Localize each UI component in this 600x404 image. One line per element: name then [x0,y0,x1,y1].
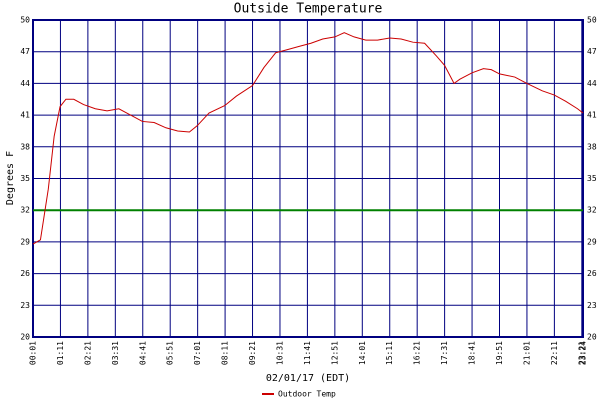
x-tick-label: 05:51 [166,341,175,365]
y2-tick-label: 38 [587,142,597,151]
x-tick-label: 18:41 [468,341,477,365]
x-tick-label: 23:24 [579,341,588,365]
x-tick-label: 11:41 [303,341,312,365]
x-tick-label: 12:51 [330,341,339,365]
x-tick-label: 23:21 [577,341,586,365]
y-tick-label: 20 [20,333,30,342]
y-tick-label: 32 [20,206,30,215]
x-tick-label: 07:01 [193,341,202,365]
x-tick-label: 04:41 [138,341,147,365]
y-axis-label: Degrees F [5,151,16,205]
x-tick-label: 03:31 [111,341,120,365]
y2-tick-label: 29 [587,237,597,246]
x-tick-label: 21:01 [522,341,531,365]
y2-tick-label: 23 [587,301,597,310]
legend-label: Outdoor Temp [278,390,336,399]
plot-border [32,19,584,338]
y-tick-label: 44 [20,79,30,88]
y2-tick-label: 32 [587,206,597,215]
y2-tick-label: 26 [587,269,597,278]
data-line [32,32,584,245]
y2-tick-label: 44 [587,79,597,88]
y-tick-label: 47 [20,47,30,56]
x-tick-label: 00:01 [29,341,38,365]
y2-tick-label: 20 [587,333,597,342]
y-tick-label: 35 [20,174,30,183]
x-tick-label: 16:21 [413,341,422,365]
y2-tick-label: 50 [587,16,597,25]
y-tick-label: 41 [20,111,30,120]
x-tick-label: 15:11 [385,341,394,365]
x-axis-label: 02/01/17 (EDT) [266,373,350,384]
x-tick-label: 09:21 [248,341,257,365]
x-tick-label: 14:01 [358,341,367,365]
y-tick-label: 29 [20,237,30,246]
x-tick-label: 19:51 [495,341,504,365]
chart-title: Outside Temperature [234,2,383,17]
y-tick-label: 26 [20,269,30,278]
x-tick-label: 08:11 [221,341,230,365]
y-tick-label: 23 [20,301,30,310]
y2-tick-label: 41 [587,111,597,120]
x-tick-label: 22:11 [550,341,559,365]
y2-tick-label: 35 [587,174,597,183]
x-tick-label: 01:11 [56,341,65,365]
x-tick-label: 17:31 [440,341,449,365]
y-tick-label: 50 [20,16,30,25]
x-tick-label: 02:21 [83,341,92,365]
x-tick-label: 10:31 [275,341,284,365]
y-tick-label: 38 [20,142,30,151]
y2-tick-label: 47 [587,47,597,56]
